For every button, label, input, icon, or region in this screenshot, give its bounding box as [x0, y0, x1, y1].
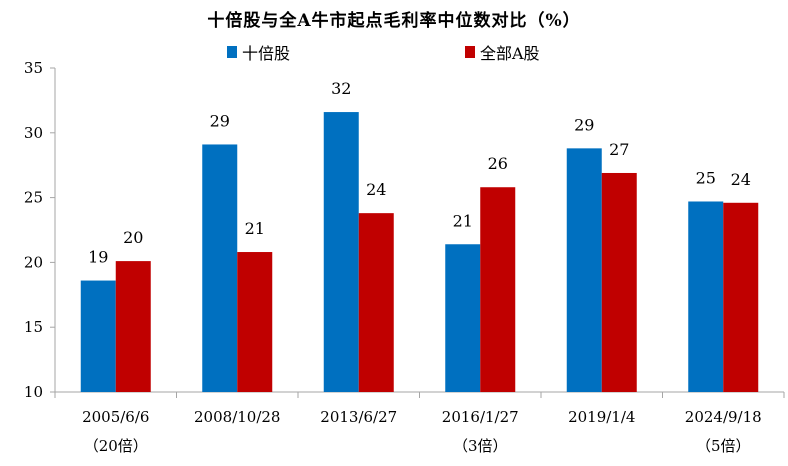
bar-tenbagger	[323, 112, 359, 393]
legend-item-all-a: 全部A股	[465, 40, 540, 64]
data-label: 24	[366, 180, 386, 199]
bar-all-a	[601, 172, 637, 392]
x-tick-note: （5倍）	[696, 437, 751, 455]
data-label: 26	[488, 154, 508, 173]
x-tick-label: 2024/9/18	[685, 408, 762, 426]
y-tick-label: 30	[24, 124, 43, 142]
legend-item-tenbagger: 十倍股	[227, 40, 290, 64]
data-label: 29	[574, 115, 594, 134]
x-tick-label: 2013/6/27	[320, 408, 397, 426]
bar-all-a	[237, 252, 273, 392]
y-tick-label: 25	[24, 189, 43, 207]
bar-tenbagger	[80, 280, 116, 392]
x-tick-label: 2005/6/6	[82, 408, 149, 426]
legend-label: 全部A股	[480, 44, 540, 63]
bar-all-a	[480, 187, 516, 392]
data-label: 27	[609, 140, 629, 159]
y-tick-label: 15	[24, 318, 43, 336]
y-tick-label: 10	[24, 383, 43, 401]
data-label: 24	[731, 170, 751, 189]
legend-swatch-red	[465, 46, 475, 58]
x-tick-label: 2008/10/28	[194, 408, 280, 426]
bar-tenbagger	[566, 148, 602, 392]
y-tick-label: 20	[24, 253, 43, 271]
bar-tenbagger	[202, 144, 238, 392]
data-label: 29	[210, 111, 230, 130]
data-label: 20	[123, 228, 143, 247]
data-label: 19	[88, 248, 108, 267]
chart-title: 十倍股与全A牛市起点毛利率中位数对比（%）	[207, 11, 581, 31]
bar-all-a	[723, 202, 759, 392]
x-tick-label: 2019/1/4	[568, 408, 635, 426]
legend-label: 十倍股	[242, 44, 291, 63]
x-tick-note: （3倍）	[453, 437, 508, 455]
bar-all-a	[358, 213, 394, 392]
legend: 十倍股 全部A股	[0, 40, 788, 64]
x-tick-label: 2016/1/27	[442, 408, 519, 426]
x-tick-note: （20倍）	[84, 437, 148, 455]
legend-swatch-blue	[227, 46, 237, 58]
data-label: 21	[453, 211, 473, 230]
y-tick-label: 35	[24, 59, 43, 77]
bar-tenbagger	[688, 201, 724, 392]
bar-all-a	[115, 261, 151, 392]
bar-tenbagger	[445, 244, 481, 392]
data-label: 25	[696, 168, 716, 187]
data-label: 32	[331, 79, 351, 98]
data-label: 21	[245, 219, 265, 238]
